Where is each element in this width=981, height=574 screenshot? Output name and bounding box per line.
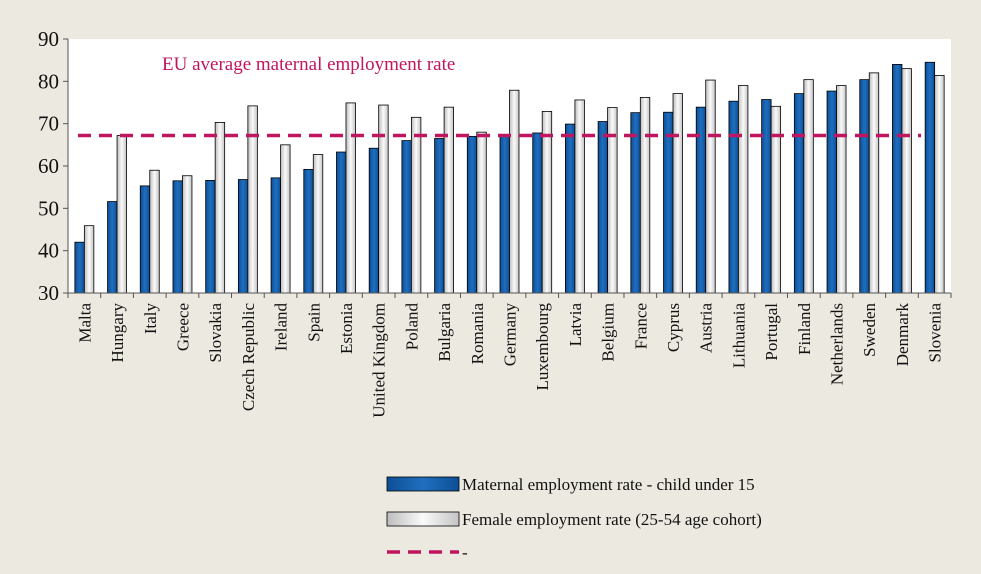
y-tick-label: 60 [38,154,59,178]
legend-label-maternal: Maternal employment rate - child under 1… [462,475,755,494]
x-tick-label: Denmark [893,303,912,367]
legend-swatch-maternal [386,476,460,492]
bar-female-greece [182,175,193,294]
x-tick-label: Netherlands [828,303,847,385]
y-tick-label: 40 [38,239,59,263]
x-tick-label: Portugal [762,303,781,361]
bar-maternal-spain [303,168,314,294]
bar-female-finland [803,79,814,294]
bar-maternal-hungary [107,201,118,294]
x-tick-label: Lithuania [729,303,748,369]
x-tick-label: Slovakia [206,303,225,363]
bar-female-poland [410,116,422,294]
bar-maternal-bulgaria [434,138,445,294]
x-tick-label: Slovenia [926,303,945,363]
bar-maternal-denmark [892,64,903,294]
bar-female-luxembourg [541,110,553,294]
x-tick-label: Spain [304,303,323,342]
legend-swatch-female [386,511,460,527]
bar-female-lithuania [738,85,749,294]
x-tick-label: Finland [795,303,814,355]
x-tick-label: Bulgaria [435,303,454,362]
bar-maternal-greece [172,180,183,294]
bar-maternal-poland [401,140,412,294]
x-tick-label: Austria [697,303,716,354]
x-tick-label: United Kingdom [370,303,389,418]
bar-female-hungary [116,135,127,294]
bar-female-cyprus [672,93,683,294]
bar-maternal-netherlands [826,90,837,294]
bar-maternal-france [630,112,641,294]
bar-maternal-slovakia [205,179,216,294]
x-tick-label: France [631,303,650,349]
x-tick-label: Estonia [337,303,356,354]
x-tick-label: Poland [402,303,421,351]
bar-maternal-sweden [859,79,870,294]
bar-maternal-cyprus [663,111,674,294]
bar-maternal-czech-republic [237,179,249,294]
bar-maternal-romania [466,135,478,294]
x-tick-label: Czech Republic [239,303,258,412]
bar-female-sweden [868,72,880,294]
y-tick-label: 90 [38,27,59,51]
y-tick-label: 50 [38,196,59,220]
y-tick-label: 80 [38,69,59,93]
y-tick-label: 70 [38,112,59,136]
bar-maternal-slovenia [924,61,936,294]
bar-female-austria [705,79,716,294]
bar-female-denmark [901,68,912,294]
x-tick-label: Latvia [566,303,585,347]
bar-maternal-latvia [565,123,576,294]
bar-female-latvia [574,99,585,294]
bar-female-spain [312,154,324,294]
x-tick-label: Cyprus [664,303,683,352]
x-tick-label: Germany [501,303,520,367]
bar-maternal-united-kingdom [368,147,380,294]
bar-maternal-italy [139,185,151,294]
bar-maternal-estonia [336,151,347,294]
bar-maternal-portugal [761,99,772,294]
bar-female-estonia [345,102,356,294]
eu-average-label: EU average maternal employment rate [162,54,455,75]
bar-female-netherlands [836,85,847,294]
bar-female-malta [83,225,95,294]
x-tick-label: Luxembourg [533,303,552,391]
y-tick-label: 30 [38,281,59,305]
legend-label-eu-average: - [462,543,468,562]
bar-female-romania [476,131,487,294]
x-tick-label: Hungary [108,303,127,363]
bar-female-ireland [280,144,291,294]
bar-maternal-malta [74,241,85,294]
bar-female-italy [149,169,160,294]
x-tick-label: Greece [173,303,192,351]
x-tick-label: Malta [75,303,94,343]
x-tick-label: Italy [141,303,160,335]
bar-female-germany [509,89,520,294]
legend-label-female: Female employment rate (25-54 age cohort… [462,510,762,529]
x-tick-label: Belgium [599,303,618,362]
bar-maternal-belgium [597,121,609,294]
bar-female-france [639,97,651,294]
x-tick-label: Ireland [272,303,291,352]
bar-maternal-finland [793,93,805,294]
bar-female-united-kingdom [378,104,389,294]
bar-female-slovakia [214,121,226,294]
x-tick-label: Romania [468,303,487,365]
bar-maternal-luxembourg [532,132,543,294]
bar-maternal-germany [499,134,510,294]
x-tick-label: Sweden [860,303,879,357]
bar-female-slovenia [934,75,945,294]
bar-maternal-ireland [270,177,281,294]
bar-maternal-lithuania [728,100,739,294]
